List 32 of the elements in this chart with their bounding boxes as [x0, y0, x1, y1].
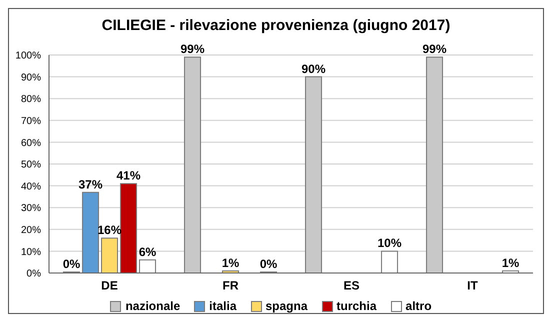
y-tick-label: 100% [15, 50, 42, 62]
data-label: 1% [502, 256, 520, 270]
data-label: 0% [62, 257, 81, 271]
data-label: 37% [78, 177, 103, 192]
legend-label: italia [209, 299, 236, 313]
y-tick-label: 60% [20, 138, 42, 149]
chart-title: CILIEGIE - rilevazione provenienza (giugno 2017) [100, 17, 452, 36]
y-tick-label: 0% [26, 268, 42, 280]
data-label: 6% [138, 244, 157, 259]
data-label: 10% [378, 236, 402, 250]
legend-label: spagna [266, 299, 308, 313]
y-tick-label: 80% [20, 94, 42, 106]
y-tick-label: 90% [20, 72, 42, 84]
y-tick-label: 20% [20, 224, 42, 236]
data-label: 1% [222, 256, 240, 270]
y-tick-label: 10% [20, 246, 42, 258]
y-tick-label: 40% [20, 181, 42, 192]
y-tick-label: 50% [20, 160, 42, 171]
x-tick-label: IT [467, 278, 478, 293]
data-label: 99% [422, 42, 447, 56]
y-tick-label: 70% [20, 116, 42, 127]
y-tick-label: 30% [20, 203, 42, 214]
legend-label: turchia [336, 299, 377, 313]
data-label: 90% [302, 62, 326, 76]
data-label: 0% [260, 257, 278, 271]
x-tick-label: FR [222, 278, 239, 293]
x-tick-label: ES [343, 278, 360, 293]
legend-label: altro [406, 299, 432, 313]
data-label: 99% [180, 42, 205, 56]
data-label: 41% [116, 168, 141, 183]
legend-label: nazionale [125, 299, 180, 313]
x-tick-label: DE [101, 278, 118, 293]
